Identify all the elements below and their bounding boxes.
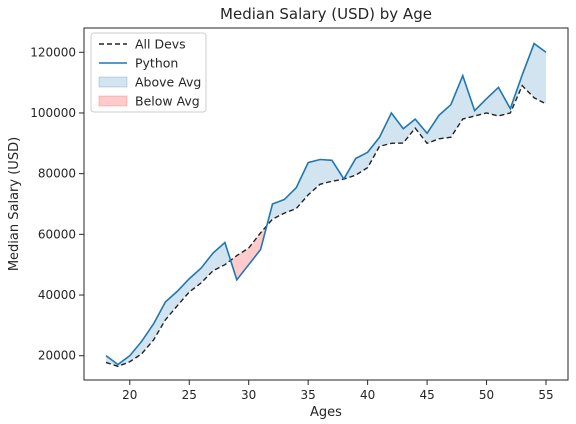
y-tick-label: 60000 <box>38 227 76 241</box>
y-tick-label: 20000 <box>38 349 76 363</box>
y-tick-label: 120000 <box>30 45 76 59</box>
legend: All Devs Python Above Avg Below Avg <box>90 32 207 113</box>
legend-swatch <box>98 95 128 107</box>
x-tick-label: 50 <box>479 388 494 402</box>
legend-entry-all-devs: All Devs <box>99 37 186 52</box>
legend-entry-below-avg: Below Avg <box>98 94 200 109</box>
y-tick-label: 100000 <box>30 106 76 120</box>
x-axis-label: Ages <box>310 405 342 420</box>
x-tick-label: 35 <box>301 388 316 402</box>
fill-above-avg-0 <box>106 242 231 367</box>
legend-label: Below Avg <box>135 94 200 109</box>
legend-entry-python: Python <box>99 56 178 71</box>
legend-label: All Devs <box>135 37 186 52</box>
x-tick-label: 25 <box>182 388 197 402</box>
series-line-all-devs <box>105 84 547 368</box>
x-tick-label: 55 <box>538 388 553 402</box>
plot-frame <box>83 27 569 381</box>
legend-entry-above-avg: Above Avg <box>98 75 201 90</box>
y-tick-label: 80000 <box>38 167 76 181</box>
fill-above-avg-2 <box>266 43 546 226</box>
legend-box <box>90 32 207 113</box>
legend-swatch <box>98 76 128 88</box>
fill-below-avg-1 <box>230 225 267 280</box>
chart-title: Median Salary (USD) by Age <box>220 5 432 23</box>
legend-label: Above Avg <box>135 75 201 90</box>
x-tick-label: 40 <box>360 388 375 402</box>
x-axis-ticks: 20 25 30 35 40 45 50 55 <box>122 380 554 402</box>
legend-label: Python <box>135 56 178 71</box>
series-lines <box>105 42 547 368</box>
y-axis-label: Median Salary (USD) <box>7 137 22 271</box>
series-line-python <box>105 42 547 366</box>
x-tick-label: 30 <box>241 388 256 402</box>
x-tick-label: 45 <box>419 388 434 402</box>
y-tick-label: 40000 <box>38 288 76 302</box>
y-axis-ticks: 20000 40000 60000 80000 100000 120000 <box>30 45 84 363</box>
x-tick-label: 20 <box>122 388 137 402</box>
